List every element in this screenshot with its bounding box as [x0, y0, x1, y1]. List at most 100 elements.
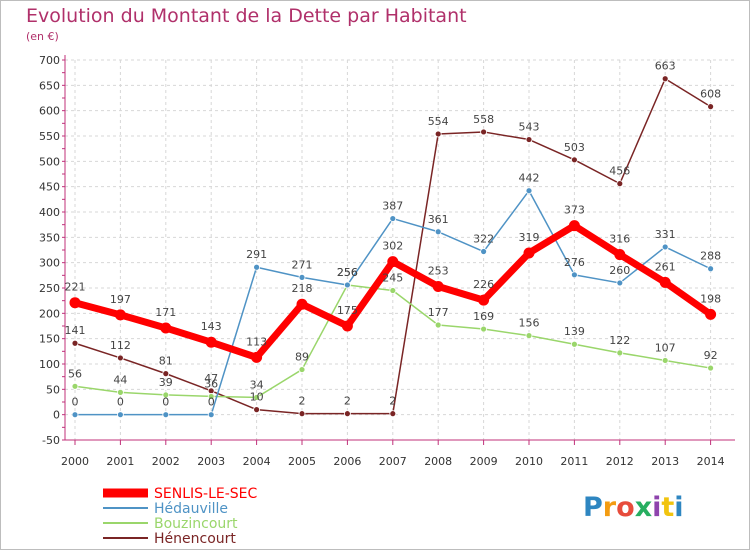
- data-point: [525, 332, 533, 340]
- data-point: [707, 103, 714, 111]
- data-label: 113: [246, 335, 267, 348]
- data-point: [253, 406, 261, 414]
- data-point: [389, 287, 397, 294]
- x-tick-label: 2011: [560, 455, 588, 468]
- logo-text: Proxiti: [583, 492, 684, 523]
- data-label: 122: [609, 334, 630, 347]
- y-tick-label: 500: [39, 155, 60, 168]
- data-label: 112: [110, 339, 131, 352]
- data-label: 139: [564, 325, 585, 338]
- data-point: [525, 187, 533, 195]
- x-tick-label: 2012: [606, 455, 634, 468]
- data-point: [162, 391, 170, 399]
- data-point: [659, 276, 671, 288]
- data-point: [207, 393, 215, 400]
- data-label: 177: [428, 306, 449, 319]
- x-tick-label: 2005: [288, 455, 316, 468]
- y-tick-label: -50: [42, 434, 60, 447]
- data-point: [71, 411, 79, 419]
- data-point: [71, 339, 79, 347]
- chart-subtitle: (en €): [26, 30, 59, 43]
- data-point: [162, 370, 170, 378]
- data-label: 2: [389, 395, 396, 408]
- legend-label: Hédauville: [154, 501, 228, 517]
- data-label: 331: [655, 228, 676, 241]
- data-point: [253, 263, 261, 271]
- x-tick-label: 2007: [379, 455, 407, 468]
- data-label: 558: [473, 113, 494, 126]
- y-tick-label: 200: [39, 307, 60, 320]
- data-point: [389, 215, 397, 222]
- data-point: [205, 336, 217, 348]
- data-point: [341, 320, 353, 332]
- data-point: [707, 364, 714, 372]
- data-label: 44: [113, 373, 127, 386]
- data-label: 261: [655, 260, 676, 273]
- x-tick-label: 2001: [106, 455, 134, 468]
- data-label: 56: [68, 367, 82, 380]
- y-tick-label: 400: [39, 206, 60, 219]
- x-tick-label: 2010: [515, 455, 543, 468]
- data-label: 36: [204, 377, 218, 390]
- axes: -500501001502002503003504004505005506006…: [39, 54, 735, 468]
- data-label: 291: [246, 248, 267, 261]
- data-point: [387, 256, 399, 268]
- series-0: [69, 220, 717, 363]
- data-label: 221: [65, 281, 86, 294]
- data-point: [705, 308, 717, 320]
- x-tick-label: 2004: [243, 455, 271, 468]
- data-label: 260: [609, 264, 630, 277]
- data-label: 361: [428, 213, 449, 226]
- data-label: 442: [519, 172, 540, 185]
- data-label: 276: [564, 256, 585, 269]
- data-label: 39: [159, 376, 173, 389]
- data-point: [298, 410, 306, 418]
- data-label: 0: [117, 396, 124, 409]
- data-label: 226: [473, 278, 494, 291]
- data-point: [525, 136, 533, 143]
- data-point: [707, 265, 714, 273]
- legend-label: Hénencourt: [154, 531, 236, 547]
- data-point: [434, 321, 442, 329]
- data-point: [568, 220, 580, 232]
- y-tick-label: 450: [39, 181, 60, 194]
- x-tick-label: 2003: [197, 455, 225, 468]
- data-label: 175: [337, 304, 358, 317]
- data-point: [480, 248, 488, 255]
- series-2: [71, 281, 714, 401]
- data-point: [117, 388, 124, 396]
- x-tick-label: 2014: [697, 455, 725, 468]
- data-point: [480, 128, 488, 136]
- data-point: [614, 249, 626, 261]
- y-tick-label: 250: [39, 282, 60, 295]
- data-label: 81: [159, 355, 173, 368]
- data-label: 169: [473, 310, 494, 323]
- y-tick-label: 0: [53, 409, 60, 422]
- y-tick-label: 300: [39, 257, 60, 270]
- data-label: 197: [110, 293, 131, 306]
- data-point: [69, 297, 81, 309]
- data-point: [434, 130, 442, 138]
- y-tick-label: 600: [39, 105, 60, 118]
- data-point: [160, 322, 172, 334]
- data-point: [480, 325, 488, 333]
- data-point: [616, 349, 624, 357]
- data-point: [571, 156, 578, 164]
- data-point: [251, 351, 263, 363]
- series-1: [71, 187, 714, 419]
- x-tick-label: 2000: [61, 455, 89, 468]
- data-labels: 141 112 81 47 10 2 2 2 554 558 543 503 456 663 608 56 44…: [65, 60, 722, 409]
- data-point: [298, 366, 306, 373]
- proxiti-logo: Proxiti: [583, 492, 684, 523]
- data-point: [661, 75, 669, 83]
- data-label: 156: [519, 317, 540, 330]
- data-point: [343, 281, 351, 289]
- data-point: [298, 273, 306, 281]
- data-point: [616, 279, 624, 287]
- data-label: 543: [519, 121, 540, 134]
- series-lines: [69, 75, 717, 419]
- data-point: [253, 394, 261, 401]
- data-label: 2: [344, 395, 351, 408]
